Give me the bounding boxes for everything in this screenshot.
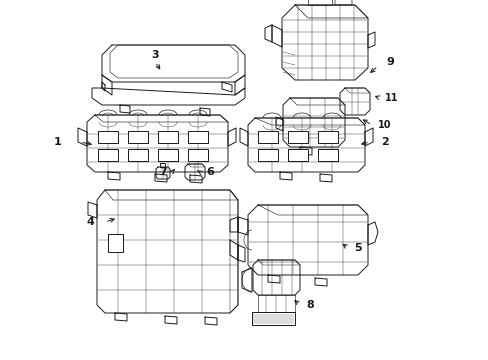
Text: 1: 1 [54, 137, 62, 147]
Bar [128, 131, 148, 143]
Polygon shape [258, 260, 299, 265]
Text: 5: 5 [353, 243, 361, 253]
Polygon shape [235, 75, 244, 95]
Polygon shape [264, 25, 271, 42]
Polygon shape [258, 295, 294, 312]
Polygon shape [275, 117, 283, 131]
Polygon shape [258, 205, 367, 215]
Polygon shape [120, 105, 130, 113]
Polygon shape [115, 313, 127, 321]
Polygon shape [105, 190, 238, 200]
Polygon shape [247, 205, 367, 275]
Polygon shape [108, 172, 120, 180]
Polygon shape [364, 128, 372, 146]
Polygon shape [294, 5, 367, 18]
Polygon shape [319, 174, 331, 182]
Text: 4: 4 [86, 217, 94, 227]
Polygon shape [339, 88, 369, 115]
Polygon shape [345, 88, 369, 93]
Polygon shape [200, 108, 209, 116]
Polygon shape [227, 128, 236, 146]
Bar [317, 149, 337, 161]
Polygon shape [238, 217, 247, 235]
Text: 2: 2 [380, 137, 388, 147]
Polygon shape [251, 312, 294, 325]
Bar [158, 149, 178, 161]
Bar [108, 234, 123, 252]
Polygon shape [102, 82, 105, 91]
Polygon shape [314, 278, 326, 286]
Bar [287, 131, 307, 143]
Polygon shape [289, 98, 345, 105]
Bar [98, 149, 118, 161]
Polygon shape [78, 128, 87, 146]
Polygon shape [95, 115, 227, 122]
Polygon shape [299, 147, 311, 155]
Polygon shape [240, 128, 247, 146]
Polygon shape [280, 172, 291, 180]
Polygon shape [367, 32, 374, 48]
Polygon shape [229, 217, 238, 232]
Polygon shape [102, 45, 244, 82]
Polygon shape [190, 175, 202, 183]
Polygon shape [204, 317, 217, 325]
Polygon shape [88, 202, 97, 218]
Polygon shape [267, 275, 280, 283]
Bar [128, 149, 148, 161]
Bar [98, 131, 118, 143]
Polygon shape [242, 268, 251, 292]
Polygon shape [164, 316, 177, 324]
Polygon shape [92, 88, 244, 105]
Bar [187, 149, 207, 161]
Bar [317, 131, 337, 143]
Bar [158, 131, 178, 143]
Polygon shape [160, 163, 164, 167]
Polygon shape [238, 245, 244, 262]
Bar [258, 131, 278, 143]
Bar [187, 131, 207, 143]
Polygon shape [367, 222, 377, 245]
Text: 9: 9 [385, 57, 393, 67]
Polygon shape [252, 260, 299, 295]
Text: 7: 7 [159, 167, 166, 177]
Polygon shape [155, 174, 167, 182]
Polygon shape [254, 118, 364, 125]
Text: 3: 3 [151, 50, 159, 60]
Polygon shape [97, 190, 238, 313]
Polygon shape [184, 164, 204, 180]
Bar [287, 149, 307, 161]
Polygon shape [271, 25, 282, 47]
Polygon shape [282, 5, 367, 80]
Text: 11: 11 [385, 93, 398, 103]
Text: 10: 10 [378, 120, 391, 130]
Polygon shape [247, 118, 364, 172]
Polygon shape [283, 98, 345, 147]
Bar [258, 149, 278, 161]
Polygon shape [102, 75, 112, 95]
Polygon shape [187, 164, 204, 167]
Polygon shape [229, 240, 238, 260]
Text: 6: 6 [205, 167, 214, 177]
Polygon shape [222, 82, 231, 92]
Polygon shape [87, 115, 227, 172]
Text: 8: 8 [305, 300, 313, 310]
Polygon shape [229, 190, 238, 313]
Polygon shape [156, 167, 170, 179]
